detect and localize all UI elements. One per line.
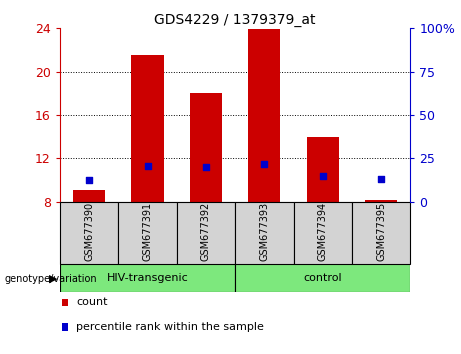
Text: percentile rank within the sample: percentile rank within the sample <box>76 322 264 332</box>
Point <box>85 177 93 183</box>
FancyBboxPatch shape <box>352 202 410 264</box>
FancyBboxPatch shape <box>235 264 410 292</box>
FancyBboxPatch shape <box>60 202 118 264</box>
Text: GSM677395: GSM677395 <box>376 202 386 261</box>
Text: genotype/variation: genotype/variation <box>5 274 97 284</box>
FancyBboxPatch shape <box>294 202 352 264</box>
Bar <box>248 29 280 202</box>
Text: GSM677393: GSM677393 <box>259 202 269 261</box>
Point <box>202 164 210 170</box>
Text: count: count <box>76 297 107 307</box>
Point <box>144 163 151 169</box>
Text: HIV-transgenic: HIV-transgenic <box>106 273 189 283</box>
FancyBboxPatch shape <box>118 202 177 264</box>
FancyBboxPatch shape <box>235 202 294 264</box>
Text: GSM677392: GSM677392 <box>201 202 211 261</box>
Point <box>378 176 385 182</box>
Text: GSM677391: GSM677391 <box>142 202 153 261</box>
Text: ▶: ▶ <box>49 274 57 284</box>
Bar <box>307 137 339 202</box>
Bar <box>190 93 222 202</box>
Point <box>319 173 326 179</box>
Title: GDS4229 / 1379379_at: GDS4229 / 1379379_at <box>154 13 316 27</box>
Bar <box>365 200 397 202</box>
Bar <box>131 56 164 202</box>
FancyBboxPatch shape <box>60 264 235 292</box>
FancyBboxPatch shape <box>177 202 235 264</box>
Text: control: control <box>303 273 342 283</box>
Text: GSM677390: GSM677390 <box>84 202 94 261</box>
Bar <box>73 190 105 202</box>
Text: GSM677394: GSM677394 <box>318 202 328 261</box>
Point <box>260 161 268 167</box>
